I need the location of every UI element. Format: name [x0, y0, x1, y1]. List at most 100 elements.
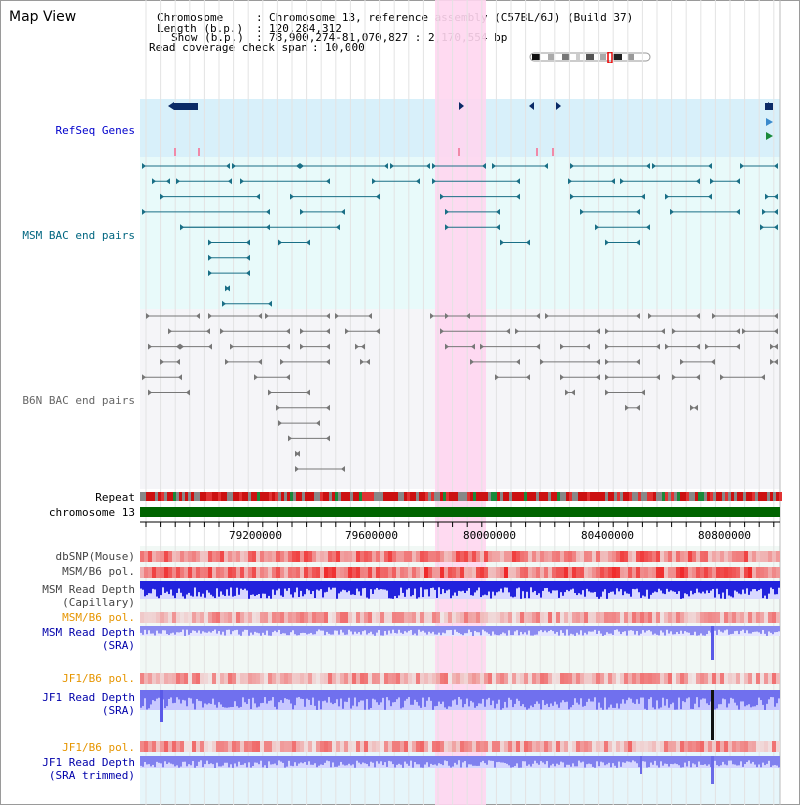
track-label-msm-b6-pol-1[interactable]: MSM/B6 pol. [62, 565, 135, 578]
repeat-block [554, 492, 557, 501]
track-label-jf1-depth-trim[interactable]: JF1 Read Depth [42, 756, 135, 769]
bac-end-arrow [495, 374, 499, 381]
depth-bar [316, 690, 318, 710]
heat-cell [164, 551, 168, 562]
heat-cell [676, 551, 680, 562]
depth-bar [756, 626, 758, 632]
heat-cell [392, 567, 396, 578]
heat-cell [604, 741, 608, 752]
depth-bar [670, 581, 672, 591]
depth-bar [626, 690, 628, 701]
heat-cell [368, 673, 372, 684]
repeat-block [596, 492, 599, 501]
depth-bar [664, 690, 666, 706]
depth-bar [574, 626, 576, 636]
depth-bar [254, 756, 256, 763]
depth-bar [370, 626, 372, 632]
heat-cell [772, 673, 776, 684]
depth-bar [630, 756, 632, 763]
heat-cell [336, 551, 340, 562]
track-label-jf1-depth-sra[interactable]: JF1 Read Depth [42, 691, 135, 704]
heat-cell [720, 612, 724, 623]
repeat-block [506, 492, 509, 501]
track-label-refseq[interactable]: RefSeq Genes [55, 124, 135, 137]
repeat-block [629, 492, 632, 501]
heat-cell [484, 741, 488, 752]
depth-bar [154, 581, 156, 590]
track-label-msm-depth-sra[interactable]: MSM Read Depth [42, 626, 135, 639]
track-label-msm-depth-cap[interactable]: MSM Read Depth [42, 583, 135, 596]
heat-cell [432, 612, 436, 623]
heat-cell [500, 673, 504, 684]
heat-cell [204, 741, 208, 752]
repeat-block [275, 492, 278, 501]
show-key: Show (b.p.) [171, 31, 244, 44]
heat-cell [616, 567, 620, 578]
depth-bar [572, 756, 574, 764]
gene-arrow [766, 118, 773, 126]
heat-cell [704, 551, 708, 562]
depth-bar [358, 581, 360, 592]
depth-bar [768, 626, 770, 632]
track-label-repeat[interactable]: Repeat [95, 491, 135, 504]
bac-end-arrow [736, 343, 740, 350]
track-label-jf1-b6-pol-1[interactable]: JF1/B6 pol. [62, 672, 135, 685]
depth-bar [160, 756, 162, 764]
bac-end-arrow [672, 328, 676, 335]
heat-cell [648, 551, 652, 562]
heat-cell [716, 612, 720, 623]
heat-cell [244, 551, 248, 562]
depth-bar [304, 690, 306, 707]
bac-end-arrow [774, 313, 778, 319]
heat-cell [728, 567, 732, 578]
track-label-dbsnp[interactable]: dbSNP(Mouse) [55, 550, 135, 563]
depth-bar [758, 756, 760, 765]
depth-bar [234, 626, 236, 631]
depth-bar [678, 756, 680, 766]
repeat-block [251, 492, 254, 501]
heat-cell [404, 551, 408, 562]
depth-bar [542, 626, 544, 633]
repeat-block [500, 492, 503, 501]
depth-bar [776, 690, 778, 704]
heat-cell [144, 567, 148, 578]
depth-bar [420, 581, 422, 588]
heat-cell [200, 673, 204, 684]
heat-cell [608, 673, 612, 684]
depth-bar [680, 756, 682, 768]
repeat-block [365, 492, 368, 501]
depth-bar [416, 690, 418, 702]
heat-cell [516, 551, 520, 562]
depth-bar [680, 581, 682, 599]
heat-cell [532, 741, 536, 752]
heat-cell [544, 741, 548, 752]
heat-cell [348, 673, 352, 684]
bac-end-arrow [316, 420, 320, 427]
depth-bar [534, 581, 536, 591]
chromosome-ideogram[interactable] [528, 52, 652, 63]
track-label-msm-bac[interactable]: MSM BAC end pairs [22, 229, 135, 242]
heat-cell [732, 673, 736, 684]
track-label-b6n-bac[interactable]: B6N BAC end pairs [22, 394, 135, 407]
bac-end-arrow [665, 193, 669, 200]
repeat-block [539, 492, 542, 501]
track-label-msm-b6-pol-2[interactable]: MSM/B6 pol. [62, 611, 135, 624]
depth-bar [306, 581, 308, 589]
bac-end-arrow [596, 358, 600, 365]
repeat-block [536, 492, 539, 501]
track-label-jf1-b6-pol-2[interactable]: JF1/B6 pol. [62, 741, 135, 754]
depth-bar [500, 756, 502, 763]
heat-cell [640, 551, 644, 562]
heat-cell [552, 741, 556, 752]
depth-bar [398, 690, 400, 698]
heat-cell [216, 741, 220, 752]
heat-cell [552, 612, 556, 623]
heat-cell [336, 673, 340, 684]
depth-bar [538, 581, 540, 594]
depth-bar [310, 690, 312, 705]
heat-cell [652, 741, 656, 752]
depth-bar [320, 626, 322, 631]
depth-bar [424, 626, 426, 633]
depth-bar [754, 581, 756, 590]
